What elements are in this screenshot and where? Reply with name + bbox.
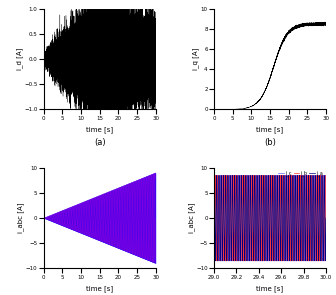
- X-axis label: time [s]: time [s]: [86, 126, 113, 133]
- i_b: [216, 259, 220, 263]
- X-axis label: time [s]: time [s]: [256, 285, 284, 292]
- i_b: [324, 253, 328, 257]
- i_c: [234, 184, 238, 188]
- i_b: [212, 243, 216, 247]
- Y-axis label: i_d [A]: i_d [A]: [16, 48, 23, 70]
- i_b: [219, 252, 223, 255]
- i_c: [219, 178, 223, 182]
- i_c: [212, 179, 216, 183]
- i_b: [267, 189, 271, 193]
- i_a: [324, 216, 328, 220]
- i_c: [249, 259, 253, 263]
- Line: i_b: i_b: [214, 175, 326, 261]
- i_b: [287, 173, 291, 177]
- Line: i_a: i_a: [214, 175, 326, 261]
- i_c: [324, 179, 328, 183]
- i_a: [212, 173, 216, 177]
- Y-axis label: i_abc [A]: i_abc [A]: [188, 203, 195, 233]
- Line: i_c: i_c: [214, 175, 326, 261]
- Y-axis label: i_q [A]: i_q [A]: [193, 48, 199, 70]
- Legend: i_c, i_b, i_a: i_c, i_b, i_a: [278, 170, 324, 177]
- i_a: [219, 218, 223, 221]
- i_a: [212, 216, 216, 220]
- i_b: [212, 253, 216, 257]
- Text: (b): (b): [264, 138, 276, 147]
- X-axis label: time [s]: time [s]: [256, 126, 284, 133]
- i_b: [286, 259, 290, 263]
- i_a: [267, 202, 271, 206]
- i_a: [234, 257, 238, 260]
- i_a: [318, 183, 322, 186]
- i_b: [234, 208, 238, 211]
- i_c: [212, 232, 216, 235]
- i_c: [216, 192, 220, 196]
- X-axis label: time [s]: time [s]: [86, 285, 113, 292]
- i_b: [318, 209, 322, 213]
- i_c: [267, 258, 271, 262]
- i_c: [250, 173, 254, 177]
- i_a: [323, 259, 327, 263]
- Text: (a): (a): [94, 138, 106, 147]
- Y-axis label: i_abc [A]: i_abc [A]: [18, 203, 25, 233]
- i_c: [318, 256, 322, 260]
- i_a: [212, 174, 216, 178]
- i_a: [217, 197, 221, 200]
